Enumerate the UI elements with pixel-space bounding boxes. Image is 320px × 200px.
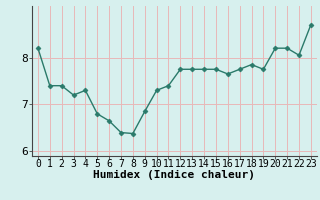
X-axis label: Humidex (Indice chaleur): Humidex (Indice chaleur) (93, 170, 255, 180)
